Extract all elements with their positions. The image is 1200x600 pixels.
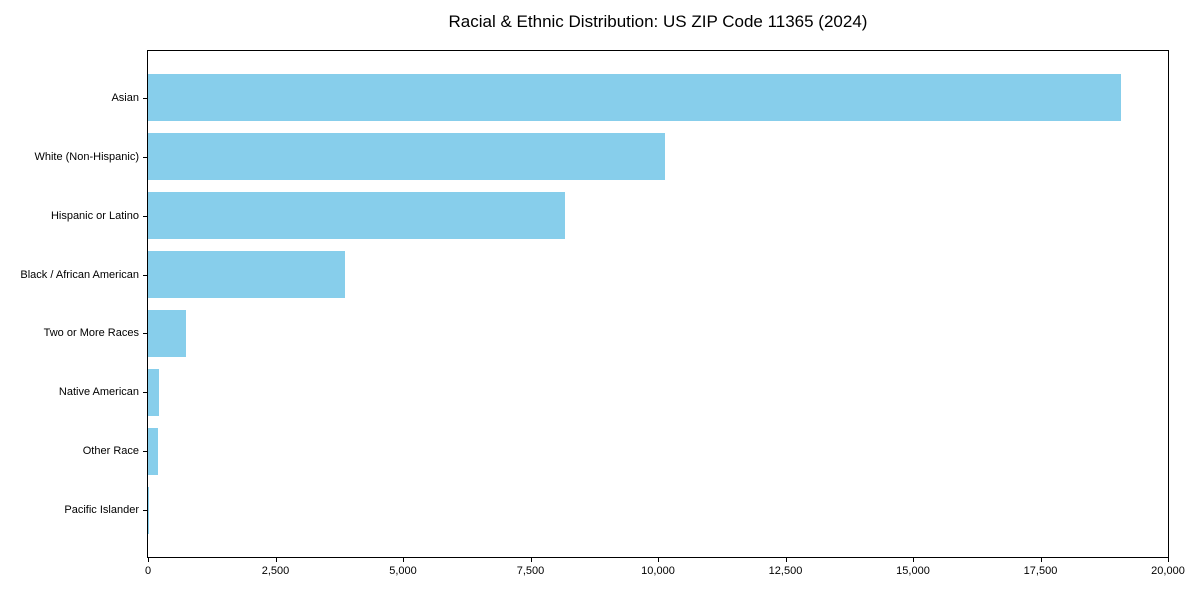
bar bbox=[148, 132, 666, 181]
y-tick-label: Hispanic or Latino bbox=[50, 209, 139, 222]
x-tick-label: 2,500 bbox=[261, 565, 290, 577]
y-tick-mark bbox=[143, 333, 147, 335]
x-tick-mark bbox=[275, 558, 277, 562]
y-tick-label: Two or More Races bbox=[43, 327, 139, 340]
x-tick-label: 20,000 bbox=[1151, 565, 1185, 577]
y-tick-mark bbox=[143, 510, 147, 512]
bar bbox=[148, 191, 566, 240]
x-tick-label: 7,500 bbox=[516, 565, 545, 577]
x-tick-mark bbox=[1040, 558, 1042, 562]
y-tick-label: Native American bbox=[58, 386, 139, 399]
bar bbox=[148, 427, 158, 476]
x-tick-label: 17,500 bbox=[1023, 565, 1058, 577]
bar bbox=[148, 486, 149, 534]
y-tick-mark bbox=[143, 215, 147, 217]
y-tick-mark bbox=[143, 156, 147, 158]
y-tick-mark bbox=[143, 392, 147, 394]
x-tick-mark bbox=[403, 558, 404, 562]
x-tick-label: 15,000 bbox=[896, 565, 930, 577]
x-tick-mark bbox=[658, 558, 659, 562]
y-tick-label: Other Race bbox=[82, 445, 139, 458]
plot-area bbox=[147, 50, 1169, 558]
x-tick-mark bbox=[530, 558, 532, 562]
bar bbox=[148, 368, 159, 417]
bar bbox=[148, 309, 186, 358]
y-tick-mark bbox=[143, 274, 147, 276]
y-tick-label: Black / African American bbox=[20, 268, 139, 281]
x-tick-label: 10,000 bbox=[641, 565, 675, 577]
y-tick-label: White (Non-Hispanic) bbox=[34, 150, 139, 163]
x-tick-label: 12,500 bbox=[768, 565, 803, 577]
x-tick-label: 0 bbox=[144, 565, 152, 577]
x-tick-mark bbox=[1168, 558, 1169, 562]
x-tick-label: 5,000 bbox=[389, 565, 417, 577]
y-tick-label: Asian bbox=[111, 91, 139, 104]
bar bbox=[148, 250, 345, 299]
y-tick-mark bbox=[143, 97, 147, 99]
y-tick-label: Pacific Islander bbox=[64, 504, 139, 517]
x-tick-mark bbox=[913, 558, 914, 562]
x-tick-mark bbox=[785, 558, 787, 562]
y-tick-mark bbox=[143, 451, 147, 453]
x-tick-mark bbox=[148, 558, 149, 562]
bar bbox=[148, 74, 1122, 122]
chart-title: Racial & Ethnic Distribution: US ZIP Cod… bbox=[448, 12, 868, 31]
